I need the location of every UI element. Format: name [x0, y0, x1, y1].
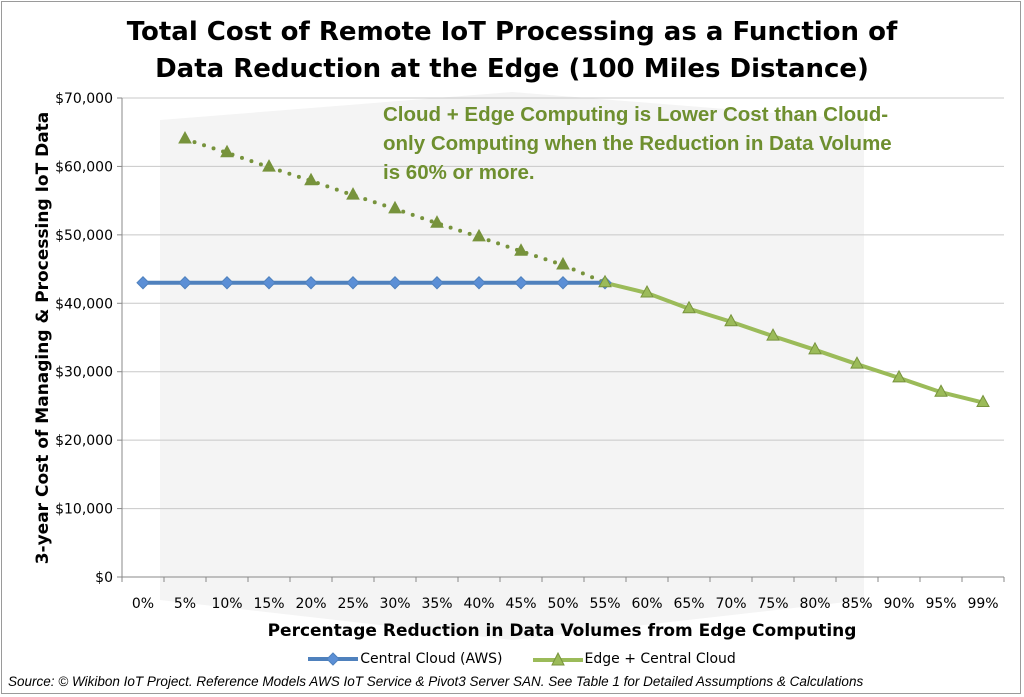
data-point-central-cloud: [178, 276, 192, 290]
chart-annotation: Cloud + Edge Computing is Lower Cost tha…: [383, 100, 1003, 187]
x-tick-label: 50%: [547, 596, 578, 612]
data-point-central-cloud: [304, 276, 318, 290]
data-point-edge-central-cloud: [514, 243, 528, 256]
annotation-line-1: Cloud + Edge Computing is Lower Cost tha…: [383, 103, 889, 126]
data-point-edge-central-cloud: [808, 341, 822, 355]
data-point-edge-central-cloud: [472, 228, 486, 242]
data-point-edge-central-cloud: [346, 187, 360, 200]
data-point-edge-central-cloud: [724, 313, 738, 327]
source-note: Source: © Wikibon IoT Project. Reference…: [8, 674, 864, 689]
data-point-edge-central-cloud: [934, 384, 948, 397]
data-point-central-cloud: [430, 276, 444, 290]
annotation-line-3: is 60% or more.: [383, 161, 535, 184]
x-tick-label: 35%: [421, 596, 452, 612]
y-tick-label: $0: [95, 570, 113, 586]
data-point-edge-central-cloud: [388, 200, 402, 214]
x-tick-label: 40%: [463, 596, 494, 612]
legend-item-edge-central-cloud: Edge + Central Cloud: [532, 651, 736, 667]
series-line-edge-solid: [604, 280, 984, 405]
chart-title-line-2: Data Reduction at the Edge (100 Miles Di…: [155, 54, 869, 84]
y-tick-label: $70,000: [55, 91, 113, 107]
x-tick-label: 15%: [253, 596, 284, 612]
legend-label: Central Cloud (AWS): [360, 651, 503, 667]
x-tick-label: 25%: [337, 596, 368, 612]
data-point-central-cloud: [262, 276, 276, 290]
x-tick-label: 70%: [715, 596, 746, 612]
data-point-edge-central-cloud: [262, 159, 276, 172]
diamond-marker-icon: [308, 652, 359, 666]
legend: Central Cloud (AWS) Edge + Central Cloud: [10, 651, 1024, 667]
data-point-edge-central-cloud: [178, 131, 192, 144]
data-point-central-cloud: [556, 276, 570, 290]
data-point-central-cloud: [472, 276, 486, 290]
data-point-edge-central-cloud: [304, 172, 318, 186]
x-tick-label: 55%: [589, 596, 620, 612]
x-tick-label: 95%: [925, 596, 956, 612]
chart-title: Total Cost of Remote IoT Processing as a…: [0, 14, 1024, 88]
data-point-central-cloud: [388, 276, 402, 290]
data-point-edge-central-cloud: [220, 144, 234, 158]
data-point-edge-central-cloud: [556, 256, 570, 270]
x-tick-label: 75%: [757, 596, 788, 612]
x-tick-label: 80%: [799, 596, 830, 612]
x-tick-label: 65%: [673, 596, 704, 612]
x-tick-label: 0%: [132, 596, 154, 612]
chart-title-line-1: Total Cost of Remote IoT Processing as a…: [126, 17, 898, 47]
y-tick-label: $60,000: [55, 159, 113, 175]
data-point-edge-central-cloud: [976, 394, 990, 408]
annotation-line-2: only Computing when the Reduction in Dat…: [383, 132, 892, 155]
x-tick-label: 99%: [967, 596, 998, 612]
data-point-edge-central-cloud: [682, 300, 696, 314]
legend-label: Edge + Central Cloud: [584, 651, 736, 667]
y-tick-label: $10,000: [55, 502, 113, 518]
watermark-shape: [160, 92, 864, 640]
x-tick-label: 10%: [211, 596, 242, 612]
data-point-edge-central-cloud: [430, 215, 444, 228]
data-point-central-cloud: [514, 276, 528, 290]
x-tick-label: 30%: [379, 596, 410, 612]
y-axis-label: 3-year Cost of Managing & Processing IoT…: [33, 111, 53, 565]
data-point-edge-central-cloud: [892, 369, 906, 383]
x-axis-label: Percentage Reduction in Data Volumes fro…: [267, 621, 857, 641]
data-point-central-cloud: [346, 276, 360, 290]
x-tick-label: 60%: [631, 596, 662, 612]
x-tick-label: 85%: [841, 596, 872, 612]
y-tick-label: $30,000: [55, 365, 113, 381]
x-tick-label: 45%: [505, 596, 536, 612]
data-point-edge-central-cloud: [640, 284, 654, 298]
data-point-edge-central-cloud: [766, 328, 780, 341]
x-tick-label: 20%: [295, 596, 326, 612]
data-point-central-cloud: [136, 276, 150, 290]
x-tick-label: 5%: [174, 596, 196, 612]
y-tick-label: $20,000: [55, 433, 113, 449]
x-tick-label: 90%: [883, 596, 914, 612]
data-point-central-cloud: [220, 276, 234, 290]
y-tick-label: $40,000: [55, 296, 113, 312]
triangle-marker-icon: [532, 652, 583, 666]
data-point-edge-central-cloud: [850, 356, 864, 369]
legend-item-central-cloud: Central Cloud (AWS): [308, 651, 503, 667]
y-tick-label: $50,000: [55, 228, 113, 244]
data-point-edge-central-cloud: [598, 274, 612, 288]
